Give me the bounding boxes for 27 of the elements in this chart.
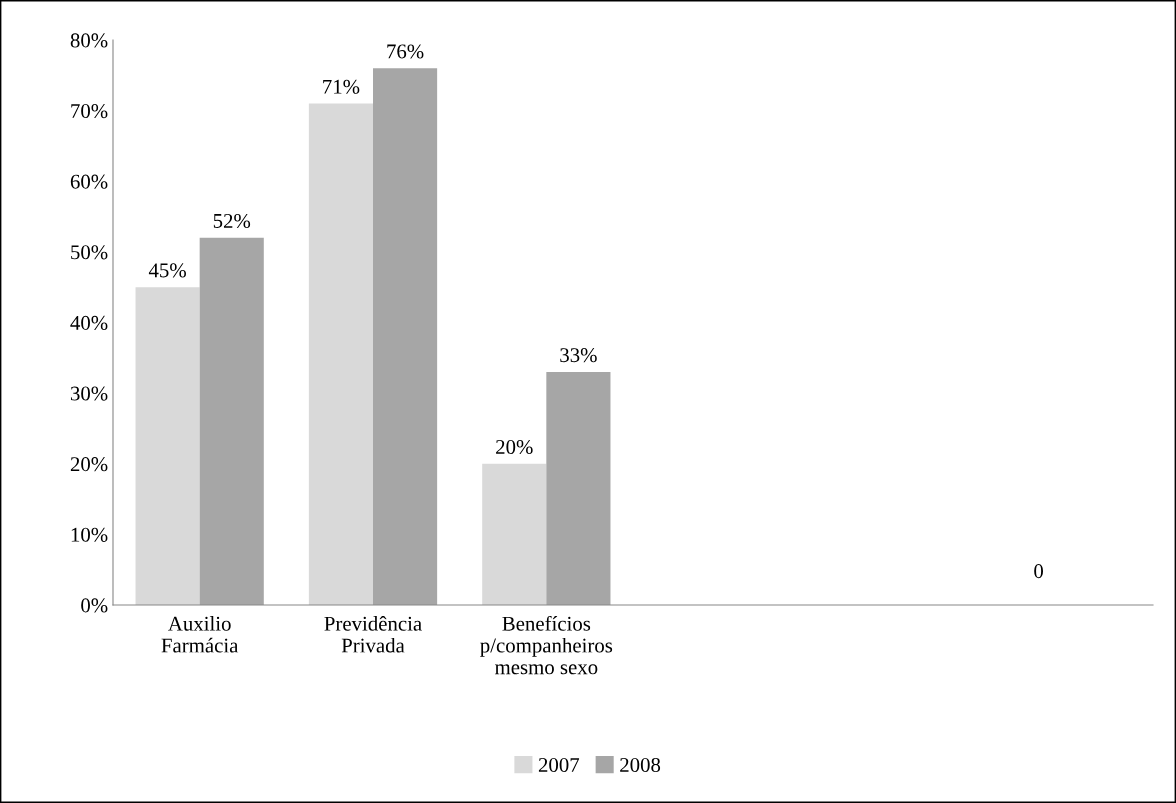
data-label: 45% <box>148 263 186 278</box>
x-tick-label: Previdência Privada <box>324 616 422 653</box>
bar <box>373 68 438 605</box>
y-tick-label: 80% <box>70 33 108 48</box>
bar <box>546 371 611 605</box>
data-label: 33% <box>560 348 597 363</box>
y-tick-label: 30% <box>70 386 108 401</box>
x-tick-label: Auxilio Farmácia <box>161 616 239 653</box>
y-tick-label: 20% <box>70 457 108 472</box>
bar <box>308 103 373 605</box>
y-tick-label: 60% <box>70 174 108 189</box>
bar <box>199 237 264 605</box>
data-label: 20% <box>496 439 533 455</box>
y-tick-label: 0% <box>81 598 108 613</box>
data-label: 52% <box>213 213 251 229</box>
bar <box>482 463 547 605</box>
y-tick-label: 50% <box>71 245 108 260</box>
data-label: 76% <box>387 44 424 59</box>
data-label: 71% <box>323 79 360 94</box>
legend-label: 2007 <box>538 757 580 772</box>
y-tick-label: 70% <box>71 104 108 119</box>
x-tick-label: Benefícios p/companheiros mesmo sexo <box>480 615 613 675</box>
annotation: 0 <box>1034 564 1044 579</box>
y-tick-label: 10% <box>71 527 108 542</box>
legend-label: 2008 <box>620 757 661 772</box>
bar <box>135 287 200 605</box>
y-tick-label: 40% <box>70 315 108 330</box>
